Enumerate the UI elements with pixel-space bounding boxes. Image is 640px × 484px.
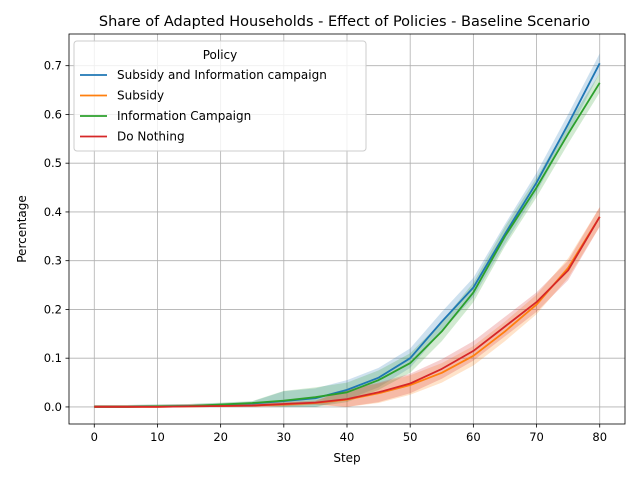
band-subsidy: [94, 207, 600, 407]
axis-ticks: 0 10 20 30 40 50 60 70 80 0.0 0.1 0.2 0.3 0.4 0.5 0.6 0.…: [44, 59, 607, 444]
x-tick-label: 40: [340, 430, 355, 444]
x-tick-label: 30: [276, 430, 291, 444]
y-tick-label: 0.7: [44, 59, 62, 73]
band-information-campaign: [94, 73, 600, 407]
x-tick-label: 10: [150, 430, 165, 444]
legend-title: Policy: [203, 48, 238, 62]
chart-title: Share of Adapted Households - Effect of …: [99, 14, 590, 30]
legend-entries: Subsidy and Information campaign Subsidy I…: [80, 68, 327, 144]
y-tick-label: 0.6: [44, 107, 62, 121]
x-tick-label: 80: [592, 430, 607, 444]
y-axis-label: Percentage: [15, 195, 29, 263]
legend-label: Subsidy and Information campaign: [117, 68, 327, 82]
legend: Policy Subsidy and Information campaignS…: [73, 40, 367, 152]
x-axis-label: Step: [333, 451, 360, 465]
y-tick-label: 0.1: [44, 351, 62, 365]
band-do-nothing: [94, 207, 600, 407]
x-tick-label: 20: [213, 430, 228, 444]
y-tick-label: 0.5: [44, 156, 62, 170]
legend-entry-subsidy-and-information-campaign: Subsidy and Information campaign: [80, 68, 327, 82]
legend-label: Do Nothing: [117, 130, 185, 144]
y-tick-label: 0.3: [44, 254, 62, 268]
y-tick-label: 0.0: [44, 400, 62, 414]
y-tick-label: 0.2: [44, 302, 62, 316]
legend-entry-do-nothing: Do Nothing: [80, 130, 185, 144]
series-lines: [94, 62, 601, 408]
legend-label: Information Campaign: [117, 109, 251, 123]
legend-entry-information-campaign: Information Campaign: [80, 109, 251, 123]
legend-box: [73, 40, 367, 152]
confidence-bands: [94, 53, 600, 407]
x-tick-label: 70: [529, 430, 544, 444]
x-tick-label: 60: [466, 430, 481, 444]
x-tick-label: 50: [403, 430, 418, 444]
line-do-nothing: [94, 216, 601, 408]
legend-entry-subsidy: Subsidy: [80, 89, 164, 103]
y-tick-label: 0.4: [44, 205, 62, 219]
legend-label: Subsidy: [117, 89, 164, 103]
x-tick-label: 0: [91, 430, 98, 444]
